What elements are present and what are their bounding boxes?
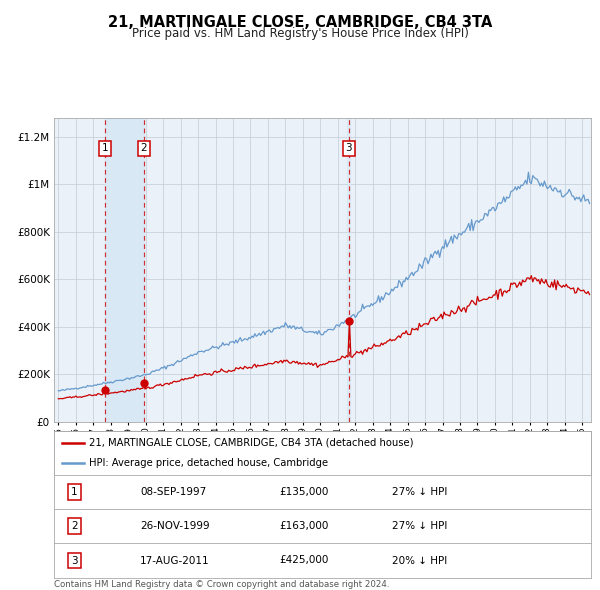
Text: Price paid vs. HM Land Registry's House Price Index (HPI): Price paid vs. HM Land Registry's House … xyxy=(131,27,469,40)
Text: £163,000: £163,000 xyxy=(280,522,329,531)
Text: 1: 1 xyxy=(102,143,109,153)
Text: 27% ↓ HPI: 27% ↓ HPI xyxy=(392,487,448,497)
Bar xyxy=(347,118,350,422)
Text: 1: 1 xyxy=(71,487,78,497)
Text: 20% ↓ HPI: 20% ↓ HPI xyxy=(392,556,448,565)
Text: 21, MARTINGALE CLOSE, CAMBRIDGE, CB4 3TA: 21, MARTINGALE CLOSE, CAMBRIDGE, CB4 3TA xyxy=(108,15,492,30)
Text: 08-SEP-1997: 08-SEP-1997 xyxy=(140,487,206,497)
Text: 17-AUG-2011: 17-AUG-2011 xyxy=(140,556,209,565)
Text: Contains HM Land Registry data © Crown copyright and database right 2024.: Contains HM Land Registry data © Crown c… xyxy=(54,580,389,589)
Text: 27% ↓ HPI: 27% ↓ HPI xyxy=(392,522,448,531)
Text: 26-NOV-1999: 26-NOV-1999 xyxy=(140,522,209,531)
Text: HPI: Average price, detached house, Cambridge: HPI: Average price, detached house, Camb… xyxy=(89,458,328,468)
Text: 21, MARTINGALE CLOSE, CAMBRIDGE, CB4 3TA (detached house): 21, MARTINGALE CLOSE, CAMBRIDGE, CB4 3TA… xyxy=(89,438,413,448)
Text: £425,000: £425,000 xyxy=(280,556,329,565)
Text: 2: 2 xyxy=(71,522,78,531)
Text: 2: 2 xyxy=(140,143,147,153)
Text: £135,000: £135,000 xyxy=(280,487,329,497)
Text: 3: 3 xyxy=(71,556,78,565)
Text: 3: 3 xyxy=(346,143,352,153)
Bar xyxy=(106,118,144,422)
